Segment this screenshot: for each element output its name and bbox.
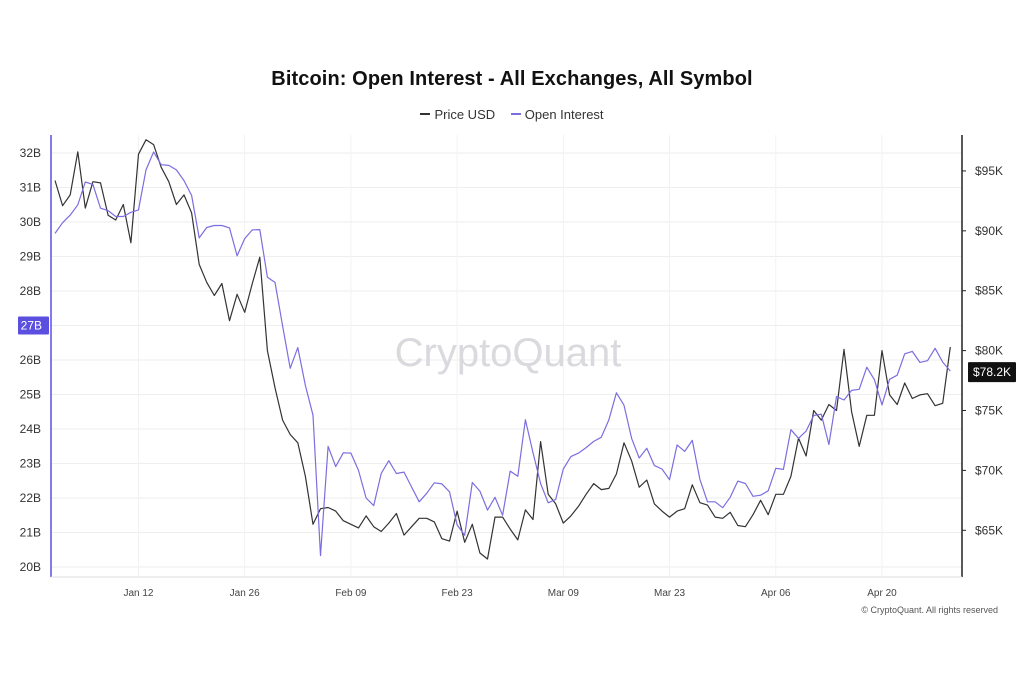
watermark: CryptoQuant bbox=[395, 331, 622, 375]
legend-swatch-price bbox=[420, 113, 431, 115]
right-axis-tick-label: $90K bbox=[975, 224, 1003, 238]
legend-item-open-interest[interactable]: Open Interest bbox=[510, 106, 604, 122]
copyright-notice: © CryptoQuant. All rights reserved bbox=[861, 605, 998, 615]
right-axis-tick-label: $70K bbox=[975, 463, 1003, 477]
legend-label-open-interest: Open Interest bbox=[524, 106, 604, 122]
right-axis-tick-label: $75K bbox=[975, 404, 1003, 418]
left-axis-tick-label: 29B bbox=[20, 250, 41, 264]
x-axis-tick-label: Apr 20 bbox=[867, 588, 897, 599]
x-axis-tick-label: Jan 12 bbox=[123, 588, 153, 599]
x-axis-tick-label: Feb 23 bbox=[442, 588, 474, 599]
left-axis-tick-label: 21B bbox=[20, 526, 41, 540]
price-usd-line bbox=[54, 139, 951, 560]
x-axis-tick-label: Feb 09 bbox=[335, 588, 367, 599]
x-axis-tick-label: Jan 26 bbox=[230, 588, 260, 599]
right-axis-highlight-badge bbox=[968, 362, 1016, 383]
left-axis-tick-label: 28B bbox=[20, 284, 41, 298]
right-axis-highlight-label: $78.2K bbox=[973, 365, 1011, 379]
x-axis-tick-label: Mar 23 bbox=[654, 588, 686, 599]
left-axis-tick-label: 30B bbox=[20, 215, 41, 229]
right-axis-tick-label: $95K bbox=[975, 164, 1003, 178]
left-axis-highlight-badge bbox=[18, 316, 49, 335]
right-axis-tick-label: $65K bbox=[975, 523, 1003, 537]
left-axis-tick-label: 20B bbox=[20, 560, 41, 574]
left-axis-tick-label: 27B bbox=[21, 319, 42, 333]
x-axis-tick-label: Mar 09 bbox=[548, 588, 580, 599]
left-axis-tick-label: 24B bbox=[20, 422, 41, 436]
right-axis-tick-label: $85K bbox=[975, 284, 1003, 298]
x-axis-tick-label: Apr 06 bbox=[761, 588, 791, 599]
right-axis-tick-label: $80K bbox=[975, 344, 1003, 358]
left-axis-tick-label: 32B bbox=[20, 146, 41, 160]
legend-swatch-open-interest bbox=[510, 113, 521, 115]
left-axis-tick-label: 31B bbox=[20, 181, 41, 195]
open-interest-line bbox=[54, 151, 951, 557]
left-axis-tick-label: 23B bbox=[20, 457, 41, 471]
left-axis-tick-label: 22B bbox=[20, 491, 41, 505]
legend-label-price: Price USD bbox=[434, 106, 496, 122]
left-axis-tick-label: 25B bbox=[20, 388, 41, 402]
chart-title: Bitcoin: Open Interest - All Exchanges, … bbox=[271, 68, 753, 90]
left-axis-tick-label: 26B bbox=[20, 353, 41, 367]
chart-legend: Price USD Open Interest bbox=[0, 103, 1024, 122]
legend-item-price[interactable]: Price USD bbox=[420, 107, 495, 122]
